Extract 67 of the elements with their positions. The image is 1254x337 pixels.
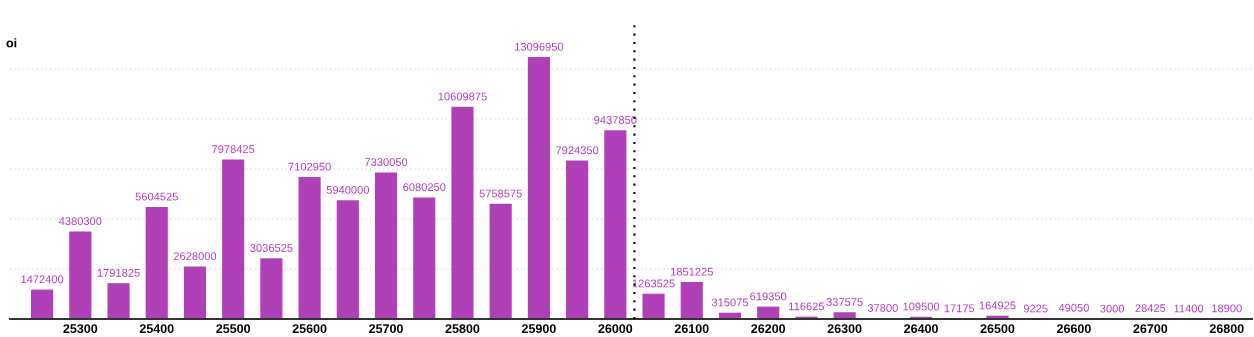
data-label: 4380300 [58, 217, 102, 226]
x-tick-label: 26500 [980, 324, 1015, 334]
data-label: 3036525 [250, 244, 293, 252]
bar [566, 160, 589, 319]
bar [222, 159, 245, 319]
bar [604, 130, 627, 319]
data-label: 9225 [1023, 304, 1048, 313]
data-label: 7330050 [364, 158, 408, 167]
bar [298, 176, 321, 319]
data-label: 5940000 [326, 185, 370, 194]
bar [260, 258, 283, 319]
x-tick-label: 26200 [751, 324, 786, 334]
data-label: 49050 [1058, 303, 1089, 312]
data-label: 2628000 [173, 252, 217, 261]
data-label: 1472400 [21, 275, 64, 284]
x-tick-label: 26000 [598, 324, 633, 334]
data-label: 5758575 [479, 189, 522, 198]
x-tick-label: 26700 [1133, 324, 1168, 334]
data-label: 5604525 [135, 192, 178, 201]
data-label: 10609875 [438, 92, 487, 101]
bar [31, 289, 54, 319]
x-tick-label: 25700 [369, 324, 403, 334]
x-tick-label: 26800 [1209, 324, 1244, 334]
data-label: 6080250 [403, 183, 446, 192]
bar [451, 106, 474, 319]
data-label: 7102950 [288, 162, 331, 171]
data-label: 7924350 [556, 146, 599, 155]
data-label: 3000 [1100, 304, 1125, 313]
data-label: 109500 [903, 302, 940, 311]
bar [145, 206, 168, 319]
data-label: 619350 [750, 292, 787, 301]
x-tick-label: 25400 [139, 324, 174, 334]
x-tick-label: 26300 [827, 324, 862, 334]
data-label: 28425 [1135, 304, 1166, 313]
data-label: 9437850 [594, 116, 637, 124]
data-label: 337575 [826, 298, 863, 306]
x-tick-label: 26400 [904, 324, 938, 334]
y-axis-title: oi [6, 38, 17, 48]
data-label: 18900 [1212, 304, 1242, 313]
bar [374, 172, 398, 319]
bar [107, 283, 130, 319]
bar [69, 231, 92, 319]
bar [183, 266, 207, 319]
data-label: 1851225 [670, 267, 713, 276]
data-label: 164925 [979, 301, 1016, 310]
data-label: 1263525 [632, 279, 675, 288]
bar [680, 281, 703, 319]
data-label: 315075 [711, 298, 749, 307]
x-tick-label: 25900 [521, 324, 556, 334]
bar [527, 57, 550, 319]
x-tick-label: 26100 [674, 324, 709, 334]
data-label: 37800 [867, 304, 898, 312]
bar [489, 203, 512, 319]
bar [642, 293, 665, 319]
x-tick-label: 25800 [445, 324, 480, 334]
data-label: 11400 [1174, 304, 1204, 313]
bar [413, 197, 436, 319]
data-label: 1791825 [97, 268, 140, 277]
data-label: 116625 [789, 302, 825, 311]
data-label: 17175 [944, 304, 975, 313]
bar [336, 200, 359, 319]
x-tick-label: 25500 [216, 324, 251, 334]
data-label: 13096950 [515, 42, 564, 51]
data-label: 7978425 [212, 145, 255, 154]
x-tick-label: 25300 [63, 324, 98, 334]
x-tick-label: 26600 [1056, 324, 1091, 334]
x-tick-label: 25600 [292, 324, 327, 334]
